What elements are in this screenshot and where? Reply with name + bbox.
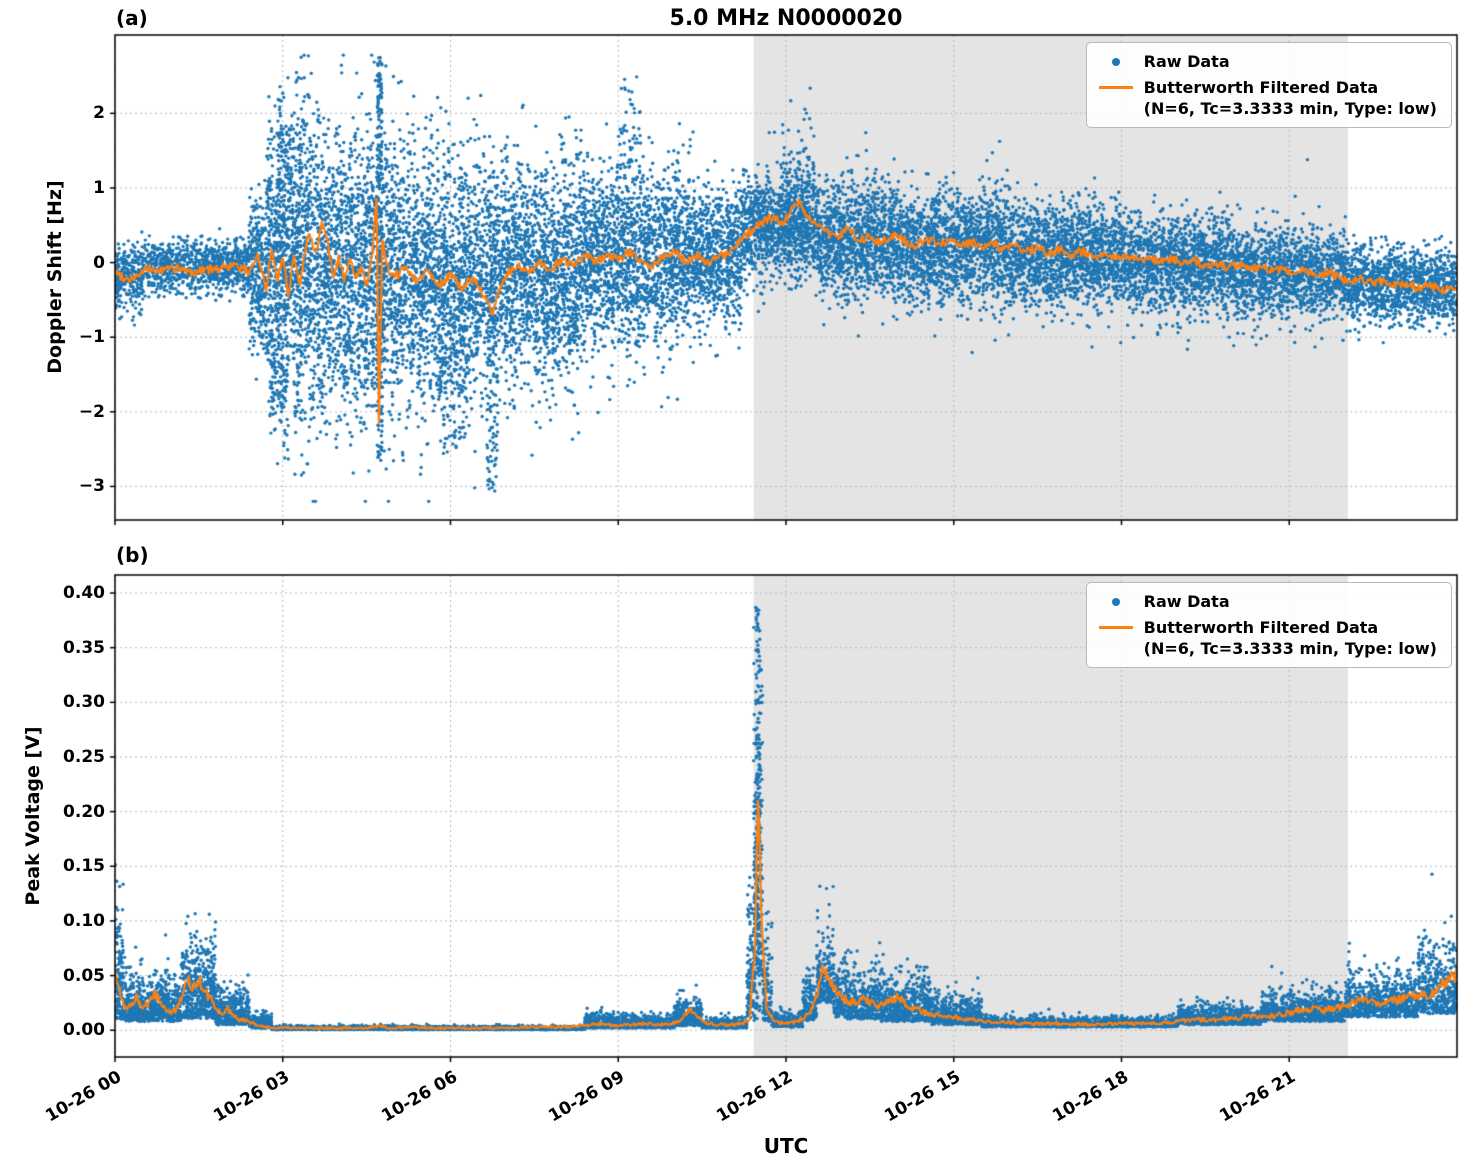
legend-filtered-label: Butterworth Filtered Data (N=6, Tc=3.333… [1144, 617, 1437, 659]
y-tick-label: −3 [78, 476, 105, 497]
y-tick-label: 0 [93, 252, 105, 273]
y-tick-label: −2 [78, 401, 105, 422]
y-tick-label: 0.00 [63, 1020, 105, 1041]
panel-b-tag: (b) [116, 543, 149, 567]
legend-filtered-line1: Butterworth Filtered Data [1143, 618, 1379, 637]
legend-panel-a: Raw Data Butterworth Filtered Data (N=6,… [1085, 42, 1452, 128]
legend-entry-raw: Raw Data [1097, 51, 1437, 72]
legend-raw-label: Raw Data [1143, 592, 1230, 611]
legend-filtered-line1: Butterworth Filtered Data [1143, 78, 1379, 97]
y-tick-label: 1 [93, 177, 105, 198]
y-tick-label: −1 [78, 327, 105, 348]
y-tick-label: 0.25 [63, 746, 105, 767]
filtered-line-marker-icon [1097, 617, 1135, 638]
y-tick-label: 0.05 [63, 965, 105, 986]
panel-a-tag: (a) [116, 6, 148, 30]
legend-entry-filtered: Butterworth Filtered Data (N=6, Tc=3.333… [1097, 617, 1437, 659]
y-tick-label: 0.30 [63, 692, 105, 713]
y-axis-label-a: Doppler Shift [Hz] [44, 180, 66, 374]
legend-filtered-line2: (N=6, Tc=3.3333 min, Type: low) [1143, 99, 1437, 118]
raw-data-marker-icon [1097, 591, 1135, 612]
y-tick-label: 0.40 [63, 583, 105, 604]
legend-filtered-line2: (N=6, Tc=3.3333 min, Type: low) [1143, 639, 1437, 658]
y-tick-label: 0.35 [63, 637, 105, 658]
y-tick-label: 2 [93, 103, 105, 124]
chart-title: 5.0 MHz N0000020 [669, 6, 903, 31]
x-axis-label: UTC [763, 1134, 809, 1158]
y-tick-label: 0.10 [63, 910, 105, 931]
legend-entry-raw: Raw Data [1097, 591, 1437, 612]
raw-data-marker-icon [1097, 51, 1135, 72]
legend-panel-b: Raw Data Butterworth Filtered Data (N=6,… [1085, 582, 1452, 668]
y-tick-label: 0.15 [63, 856, 105, 877]
y-tick-label: 0.20 [63, 801, 105, 822]
filtered-line-marker-icon [1097, 77, 1135, 98]
legend-raw-label: Raw Data [1143, 52, 1230, 71]
legend-entry-filtered: Butterworth Filtered Data (N=6, Tc=3.333… [1097, 77, 1437, 119]
y-axis-label-b: Peak Voltage [V] [22, 726, 44, 906]
legend-filtered-label: Butterworth Filtered Data (N=6, Tc=3.333… [1144, 77, 1437, 119]
